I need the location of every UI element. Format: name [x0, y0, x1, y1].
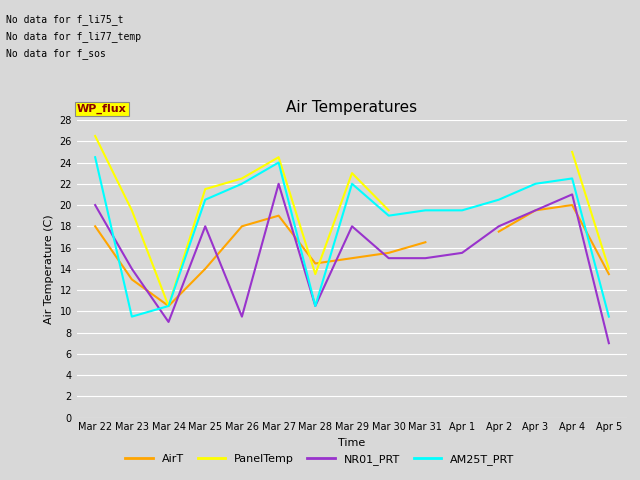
- X-axis label: Time: Time: [339, 438, 365, 448]
- Text: No data for f_sos: No data for f_sos: [6, 48, 106, 59]
- Title: Air Temperatures: Air Temperatures: [287, 100, 417, 115]
- Text: No data for f_li75_t: No data for f_li75_t: [6, 14, 124, 25]
- Legend: AirT, PanelTemp, NR01_PRT, AM25T_PRT: AirT, PanelTemp, NR01_PRT, AM25T_PRT: [121, 450, 519, 469]
- Text: No data for f_li77_temp: No data for f_li77_temp: [6, 31, 141, 42]
- Text: WP_flux: WP_flux: [77, 104, 127, 114]
- Y-axis label: Air Temperature (C): Air Temperature (C): [44, 214, 54, 324]
